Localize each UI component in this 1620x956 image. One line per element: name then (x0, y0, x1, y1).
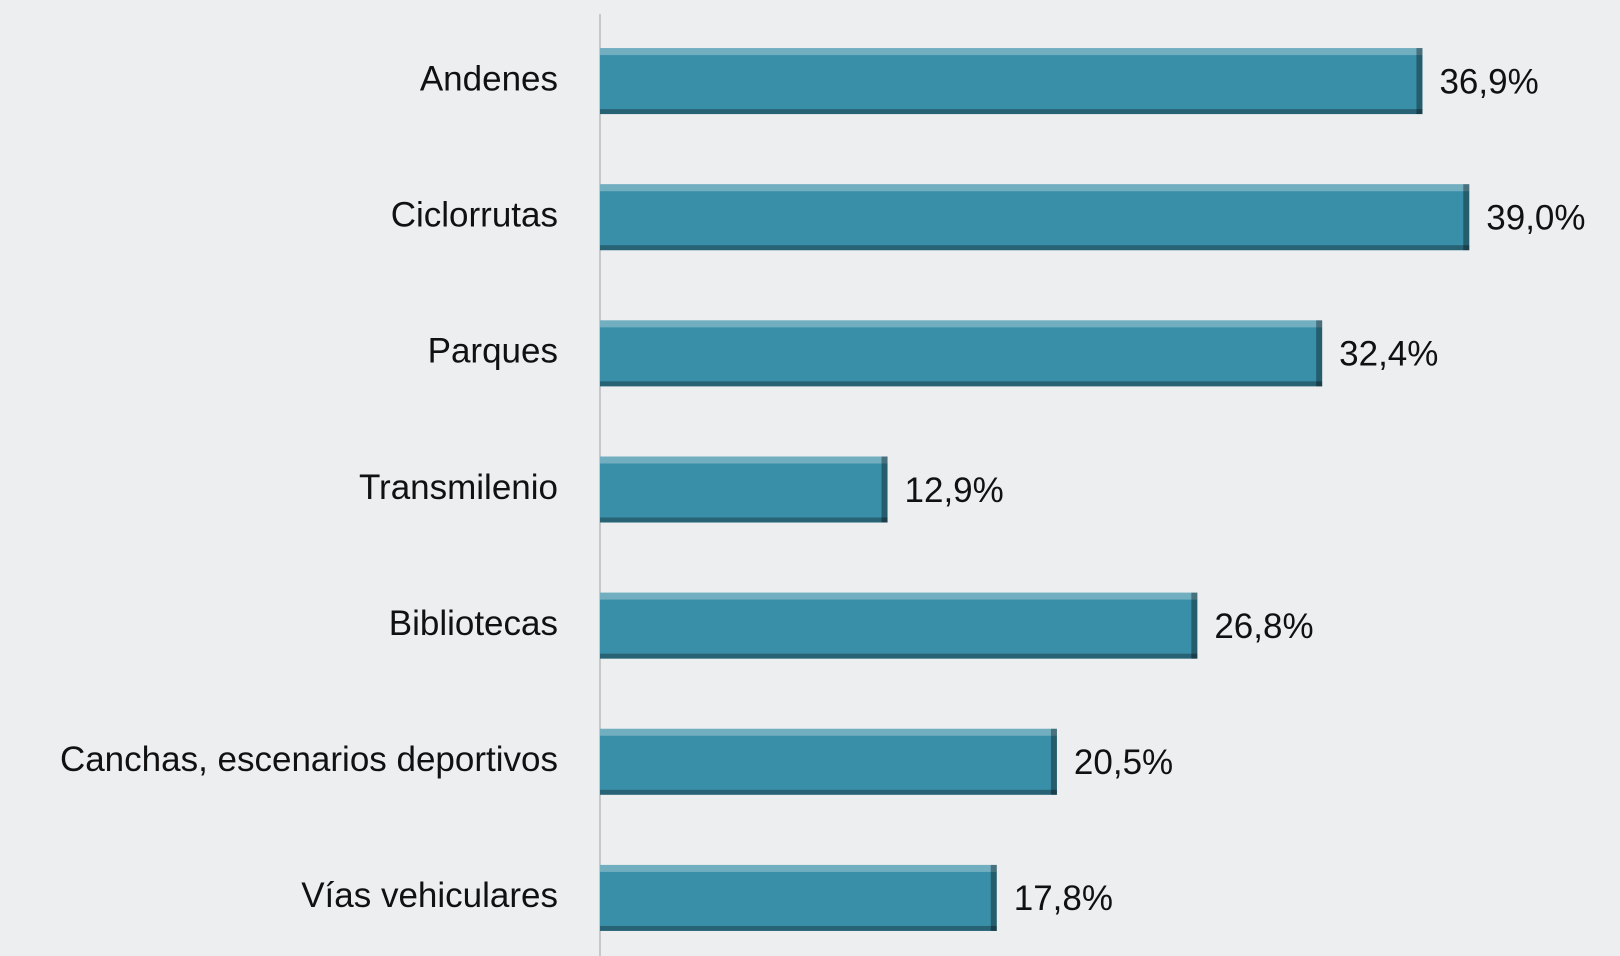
bar-bevel-top (600, 728, 1057, 736)
bar-bevel-top (600, 48, 1423, 56)
bar (600, 48, 1423, 115)
bar-bevel-bottom (600, 517, 888, 523)
bar (600, 864, 997, 931)
bar-bevel-right (1463, 184, 1470, 251)
bar-bevel-bottom (600, 653, 1198, 659)
bar-bevel-right (1191, 592, 1198, 659)
bar (600, 728, 1057, 795)
bar-bevel-top (600, 184, 1470, 192)
category-label: Parques (428, 332, 558, 371)
value-label: 39,0% (1486, 198, 1585, 237)
category-label: Vías vehiculares (301, 876, 558, 915)
bar (600, 184, 1470, 251)
bar-bevel-bottom (600, 245, 1470, 251)
value-label: 17,8% (1014, 879, 1113, 918)
value-label: 26,8% (1214, 607, 1313, 646)
bar-bevel-bottom (600, 109, 1423, 115)
bar-bevel-right (1416, 48, 1423, 115)
bar-bevel-top (600, 592, 1198, 600)
category-label: Transmilenio (359, 468, 558, 507)
category-label: Bibliotecas (389, 604, 558, 643)
bar-bevel-top (600, 456, 888, 464)
bar-bevel-right (1316, 320, 1323, 387)
value-label: 36,9% (1439, 62, 1538, 101)
bar-bevel-bottom (600, 925, 997, 931)
bar-bevel-bottom (600, 789, 1057, 795)
bar (600, 456, 888, 523)
bar-bevel-bottom (600, 381, 1323, 387)
bar (600, 592, 1198, 659)
category-label: Andenes (420, 59, 558, 98)
category-label: Ciclorrutas (391, 195, 558, 234)
bar-bevel-top (600, 864, 997, 872)
bar-bevel-right (881, 456, 888, 523)
category-label: Canchas, escenarios deportivos (60, 740, 558, 779)
value-label: 12,9% (905, 471, 1004, 510)
bar-bevel-right (990, 864, 997, 931)
value-label: 32,4% (1339, 335, 1438, 374)
bar-bevel-top (600, 320, 1323, 328)
bar (600, 320, 1323, 387)
value-label: 20,5% (1074, 743, 1173, 782)
bar-bevel-right (1050, 728, 1057, 795)
